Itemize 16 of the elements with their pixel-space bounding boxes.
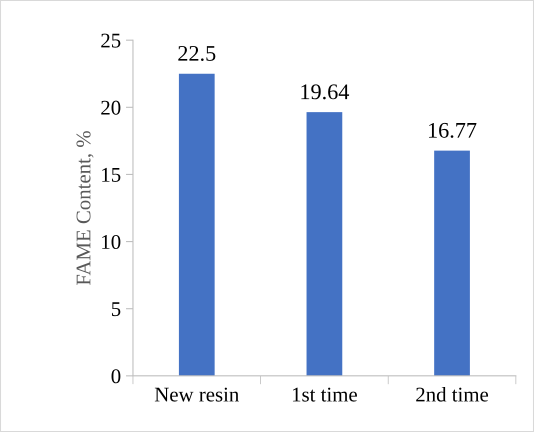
bar bbox=[434, 150, 470, 376]
bar bbox=[306, 112, 342, 376]
y-tick-label: 25 bbox=[101, 34, 120, 48]
y-axis-title: FAME Content, % bbox=[76, 131, 94, 286]
data-label: 16.77 bbox=[428, 122, 476, 138]
y-tick-label: 20 bbox=[101, 100, 120, 115]
x-tick-label: New resin bbox=[154, 388, 239, 402]
x-tick-label: 1st time bbox=[292, 388, 357, 402]
x-tick-label: 2nd time bbox=[416, 386, 488, 402]
y-tick-label: 10 bbox=[102, 234, 120, 250]
bar bbox=[178, 74, 215, 376]
y-tick-label: 0 bbox=[112, 369, 120, 384]
y-tick-label: 15 bbox=[102, 168, 120, 182]
data-label: 22.5 bbox=[178, 46, 216, 61]
data-label: 19.64 bbox=[301, 84, 350, 100]
y-tick-label: 5 bbox=[112, 302, 120, 316]
